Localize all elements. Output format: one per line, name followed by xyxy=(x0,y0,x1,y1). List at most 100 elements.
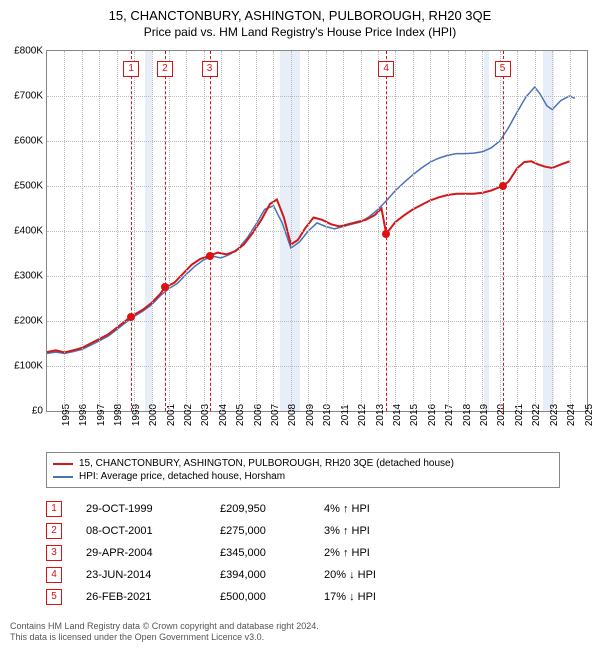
gridline-v xyxy=(169,51,170,411)
sales-row-diff: 3% ↑ HPI xyxy=(324,525,444,537)
sales-row-date: 29-APR-2004 xyxy=(86,547,196,559)
gridline-v xyxy=(378,51,379,411)
sale-marker: 2 xyxy=(157,61,173,77)
sales-row-price: £500,000 xyxy=(220,591,300,603)
gridline-v xyxy=(465,51,466,411)
sales-table: 1 29-OCT-1999 £209,950 4% ↑ HPI 2 08-OCT-2001… xyxy=(46,498,444,608)
sales-row-num: 5 xyxy=(46,589,62,605)
gridline-v xyxy=(99,51,100,411)
y-axis-label: £800K xyxy=(14,46,43,57)
y-axis-label: £100K xyxy=(14,361,43,372)
gridline-h xyxy=(47,96,587,97)
sales-row: 2 08-OCT-2001 £275,000 3% ↑ HPI xyxy=(46,520,444,542)
sale-marker: 5 xyxy=(495,61,511,77)
gridline-v xyxy=(152,51,153,411)
gridline-h xyxy=(47,141,587,142)
sales-row: 1 29-OCT-1999 £209,950 4% ↑ HPI xyxy=(46,498,444,520)
gridline-v xyxy=(482,51,483,411)
legend: 15, CHANCTONBURY, ASHINGTON, PULBOROUGH,… xyxy=(46,452,560,488)
gridline-v xyxy=(552,51,553,411)
sales-row-date: 29-OCT-1999 xyxy=(86,503,196,515)
gridline-h xyxy=(47,231,587,232)
footer-line1: Contains HM Land Registry data © Crown c… xyxy=(10,621,319,633)
sale-dot xyxy=(161,283,169,291)
gridline-v xyxy=(448,51,449,411)
gridline-v xyxy=(82,51,83,411)
sales-row-num: 2 xyxy=(46,523,62,539)
y-axis-label: £700K xyxy=(14,91,43,102)
gridline-h xyxy=(47,321,587,322)
sale-marker: 4 xyxy=(378,61,394,77)
sales-row-price: £394,000 xyxy=(220,569,300,581)
gridline-v xyxy=(308,51,309,411)
sales-row-price: £209,950 xyxy=(220,503,300,515)
gridline-v xyxy=(273,51,274,411)
gridline-h xyxy=(47,366,587,367)
title-block: 15, CHANCTONBURY, ASHINGTON, PULBOROUGH,… xyxy=(0,0,600,43)
y-axis-label: £500K xyxy=(14,181,43,192)
chart-title: 15, CHANCTONBURY, ASHINGTON, PULBOROUGH,… xyxy=(10,8,590,23)
legend-swatch-property xyxy=(53,463,73,465)
chart-container: 15, CHANCTONBURY, ASHINGTON, PULBOROUGH,… xyxy=(0,0,600,650)
gridline-v xyxy=(570,51,571,411)
y-axis-label: £300K xyxy=(14,271,43,282)
y-axis-label: £400K xyxy=(14,226,43,237)
sales-row: 3 29-APR-2004 £345,000 2% ↑ HPI xyxy=(46,542,444,564)
sales-row-date: 26-FEB-2021 xyxy=(86,591,196,603)
gridline-v xyxy=(256,51,257,411)
y-axis-label: £600K xyxy=(14,136,43,147)
sales-row-diff: 17% ↓ HPI xyxy=(324,591,444,603)
gridline-v xyxy=(204,51,205,411)
gridline-v xyxy=(186,51,187,411)
sales-row-date: 08-OCT-2001 xyxy=(86,525,196,537)
sale-vline xyxy=(210,51,211,411)
gridline-v xyxy=(361,51,362,411)
gridline-v xyxy=(326,51,327,411)
sale-vline xyxy=(503,51,504,411)
sales-row-diff: 2% ↑ HPI xyxy=(324,547,444,559)
chart-subtitle: Price paid vs. HM Land Registry's House … xyxy=(10,25,590,39)
sale-vline xyxy=(165,51,166,411)
gridline-v xyxy=(117,51,118,411)
gridline-v xyxy=(64,51,65,411)
sales-row-num: 3 xyxy=(46,545,62,561)
footer-line2: This data is licensed under the Open Gov… xyxy=(10,632,319,644)
sale-dot xyxy=(127,313,135,321)
plot-region: £0£100K£200K£300K£400K£500K£600K£700K£80… xyxy=(46,50,588,412)
x-axis-label: 2025 xyxy=(570,404,595,426)
gridline-v xyxy=(500,51,501,411)
gridline-v xyxy=(343,51,344,411)
sales-row-num: 1 xyxy=(46,501,62,517)
gridline-v xyxy=(134,51,135,411)
gridline-h xyxy=(47,276,587,277)
sale-dot xyxy=(499,182,507,190)
footer: Contains HM Land Registry data © Crown c… xyxy=(10,621,319,644)
y-axis-label: £0 xyxy=(32,406,43,417)
sales-row: 5 26-FEB-2021 £500,000 17% ↓ HPI xyxy=(46,586,444,608)
gridline-v xyxy=(413,51,414,411)
gridline-v xyxy=(430,51,431,411)
sales-row-price: £275,000 xyxy=(220,525,300,537)
gridline-v xyxy=(395,51,396,411)
legend-label-property: 15, CHANCTONBURY, ASHINGTON, PULBOROUGH,… xyxy=(79,458,454,469)
y-axis-label: £200K xyxy=(14,316,43,327)
sales-row-date: 23-JUN-2014 xyxy=(86,569,196,581)
sales-row: 423-JUN-2014£394,00020% ↓ HPI xyxy=(46,564,444,586)
sales-row-diff: 20% ↓ HPI xyxy=(324,569,444,581)
sale-dot xyxy=(206,252,214,260)
sale-marker: 1 xyxy=(123,61,139,77)
gridline-v xyxy=(239,51,240,411)
legend-row-hpi: HPI: Average price, detached house, Hors… xyxy=(53,470,553,483)
legend-label-hpi: HPI: Average price, detached house, Hors… xyxy=(79,471,285,482)
gridline-v xyxy=(291,51,292,411)
sale-marker: 3 xyxy=(202,61,218,77)
legend-swatch-hpi xyxy=(53,476,73,478)
legend-row-property: 15, CHANCTONBURY, ASHINGTON, PULBOROUGH,… xyxy=(53,457,553,470)
gridline-v xyxy=(535,51,536,411)
gridline-v xyxy=(221,51,222,411)
sales-row-diff: 4% ↑ HPI xyxy=(324,503,444,515)
sale-vline xyxy=(131,51,132,411)
sale-dot xyxy=(382,230,390,238)
chart-area: £0£100K£200K£300K£400K£500K£600K£700K£80… xyxy=(46,50,586,410)
sales-row-price: £345,000 xyxy=(220,547,300,559)
